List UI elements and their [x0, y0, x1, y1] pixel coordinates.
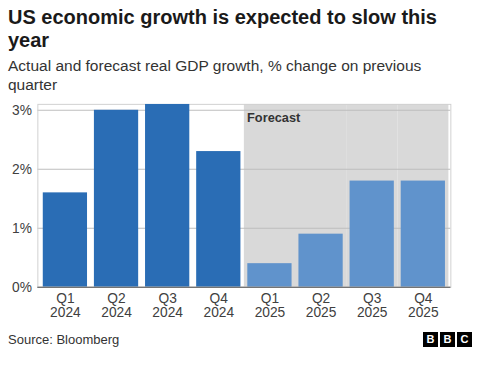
svg-text:Q32024: Q32024: [152, 291, 183, 320]
svg-text:1%: 1%: [12, 221, 32, 236]
svg-text:Forecast: Forecast: [247, 110, 301, 125]
svg-text:3%: 3%: [12, 103, 32, 118]
svg-text:Q12025: Q12025: [255, 291, 286, 320]
html-text:Actual and forecast real GDP g: Actual and forecast real GDP growth, % c…: [8, 57, 422, 93]
html-text:B: B: [426, 333, 435, 345]
svg-text:2%: 2%: [12, 162, 32, 177]
html-text:C: C: [460, 333, 469, 345]
svg-text:0%: 0%: [12, 280, 32, 295]
svg-text:Q42025: Q42025: [408, 291, 439, 320]
svg-text:Q42024: Q42024: [203, 291, 234, 320]
html-text:US economic growth is expected: US economic growth is expected to slow t…: [8, 6, 437, 51]
html-text:Source: Bloomberg: Source: Bloomberg: [8, 332, 120, 347]
svg-text:Q12024: Q12024: [50, 291, 81, 320]
svg-text:Q22025: Q22025: [306, 291, 337, 320]
svg-text:Q32025: Q32025: [357, 291, 388, 320]
svg-text:Q22024: Q22024: [101, 291, 132, 320]
html-text:B: B: [443, 333, 452, 345]
